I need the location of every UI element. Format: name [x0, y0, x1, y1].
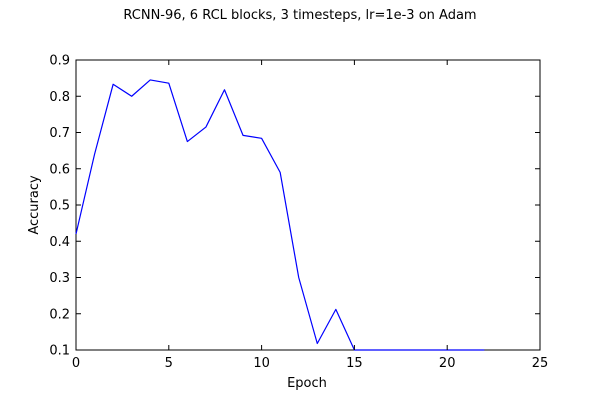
x-tick-label: 5: [165, 356, 173, 371]
chart-title: RCNN-96, 6 RCL blocks, 3 timesteps, lr=1…: [123, 8, 476, 23]
y-tick-label: 0.4: [49, 235, 70, 250]
y-tick-label: 0.6: [49, 162, 70, 177]
y-tick-label: 0.7: [49, 126, 70, 141]
y-axis-label: Accuracy: [27, 175, 42, 235]
y-tick-label: 0.8: [49, 90, 70, 105]
y-tick-label: 0.3: [49, 271, 70, 286]
x-tick-label: 15: [346, 356, 363, 371]
y-tick-label: 0.5: [49, 199, 70, 214]
x-axis-label: Epoch: [287, 376, 327, 391]
accuracy-series-line: [75, 79, 485, 351]
y-tick-label: 0.2: [49, 307, 70, 322]
x-tick-label: 25: [532, 356, 549, 371]
y-tick-label: 0.9: [49, 54, 70, 69]
x-tick-label: 0: [72, 356, 80, 371]
plot-area: 0 5 10 15 20 25 0.1 0.2 0.3 0.4 0.5 0.6 0.7 0.8 0.9: [49, 54, 548, 372]
plot-frame: [75, 59, 541, 351]
x-tick-label: 20: [439, 356, 456, 371]
y-tick-label: 0.1: [49, 344, 70, 359]
x-tick-label: 10: [253, 356, 270, 371]
